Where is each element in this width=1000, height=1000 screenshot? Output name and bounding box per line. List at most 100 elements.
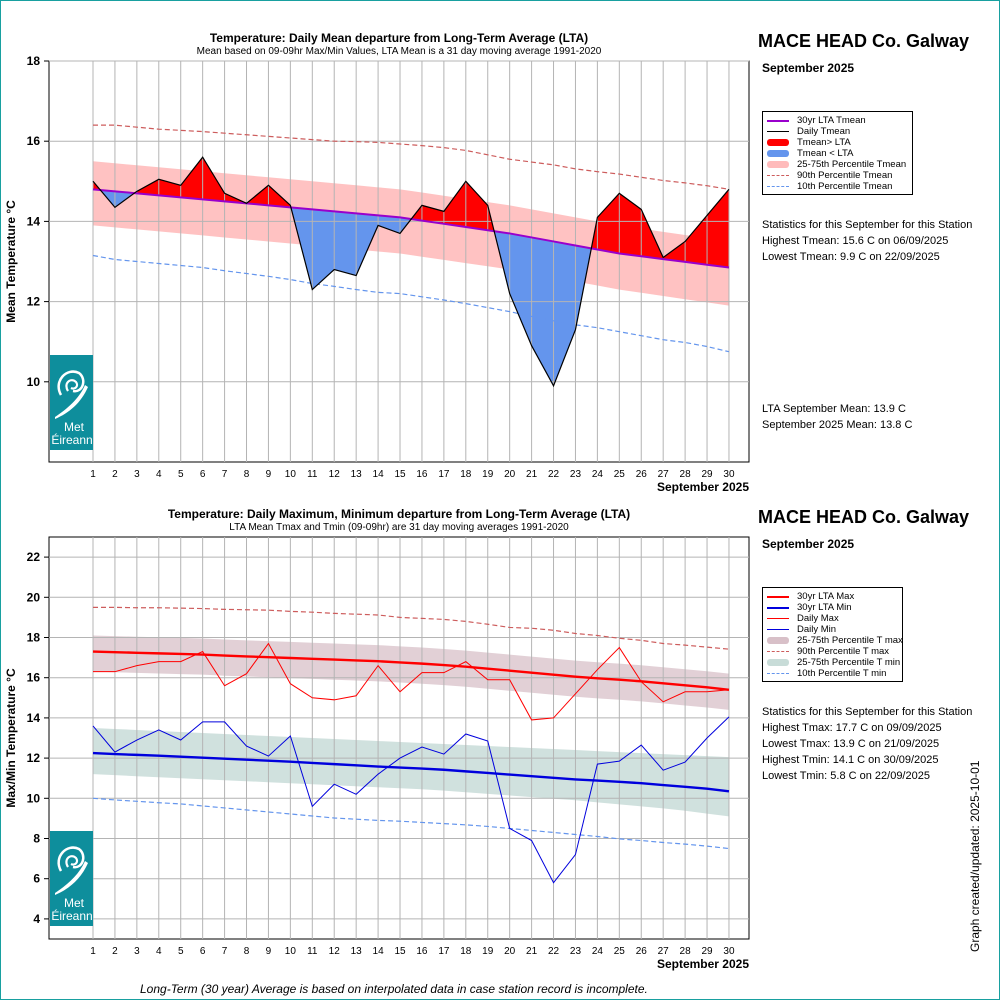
y-tick-label: 10 bbox=[27, 791, 41, 805]
legend-swatch-mark bbox=[767, 651, 789, 652]
bottom-legend-item: Daily Max bbox=[767, 613, 898, 624]
x-tick-label: 15 bbox=[394, 946, 406, 957]
legend-label: 30yr LTA Max bbox=[797, 591, 855, 602]
departure-above-lta bbox=[136, 179, 159, 196]
x-tick-label: 24 bbox=[592, 469, 604, 480]
x-tick-label: 17 bbox=[438, 469, 450, 480]
x-tick-label: 19 bbox=[482, 946, 494, 957]
x-tick-label: 4 bbox=[156, 469, 162, 480]
x-tick-label: 8 bbox=[244, 469, 250, 480]
bottom-stats-lowest-max: Lowest Tmax: 13.9 C on 21/09/2025 bbox=[762, 738, 940, 750]
updated-label: Graph created/updated: 2025-10-01 bbox=[968, 760, 982, 952]
legend-swatch bbox=[767, 657, 789, 668]
departure-above-lta bbox=[597, 193, 620, 254]
departure-below-lta bbox=[531, 237, 554, 386]
legend-swatch bbox=[767, 181, 789, 192]
x-tick-label: 3 bbox=[134, 469, 140, 480]
legend-swatch-mark bbox=[767, 139, 789, 146]
footnote: Long-Term (30 year) Average is based on … bbox=[140, 982, 648, 996]
x-tick-label: 21 bbox=[526, 946, 538, 957]
x-tick-label: 27 bbox=[658, 469, 670, 480]
x-tick-label: 14 bbox=[373, 469, 385, 480]
x-tick-label: 20 bbox=[504, 469, 516, 480]
top-legend-item: 30yr LTA Tmean bbox=[767, 115, 908, 126]
y-tick-label: 12 bbox=[27, 295, 41, 309]
departure-below-lta bbox=[509, 233, 532, 346]
x-tick-label: 6 bbox=[200, 469, 206, 480]
legend-swatch bbox=[767, 668, 789, 679]
x-tick-label: 23 bbox=[570, 946, 582, 957]
series-daily-max bbox=[93, 642, 730, 721]
bottom-chart: Temperature: Daily Maximum, Minimum depa… bbox=[4, 507, 750, 971]
legend-swatch-mark bbox=[767, 595, 789, 598]
legend-label: 30yr LTA Min bbox=[797, 602, 852, 613]
y-tick-label: 8 bbox=[33, 832, 40, 846]
x-tick-label: 26 bbox=[636, 946, 648, 957]
x-tick-label: 12 bbox=[329, 469, 341, 480]
chart-title: Temperature: Daily Maximum, Minimum depa… bbox=[168, 507, 630, 521]
x-tick-label: 16 bbox=[416, 469, 428, 480]
series-10th-percentile-tmin bbox=[92, 797, 730, 850]
departure-above-lta bbox=[180, 157, 203, 200]
logo-swirl-outer bbox=[57, 370, 85, 396]
x-tick-label: 28 bbox=[680, 946, 692, 957]
y-tick-label: 4 bbox=[33, 912, 40, 926]
band-25-75-tmax bbox=[93, 635, 729, 710]
legend-swatch bbox=[767, 624, 789, 635]
y-tick-label: 22 bbox=[27, 550, 41, 564]
y-axis-label: Max/Min Temperature °C bbox=[4, 668, 18, 808]
legend-swatch bbox=[767, 148, 789, 159]
y-tick-label: 18 bbox=[27, 631, 41, 645]
bottom-legend-item: 10th Percentile T min bbox=[767, 668, 898, 679]
legend-swatch-mark bbox=[767, 606, 789, 609]
bottom-month-label: September 2025 bbox=[762, 537, 855, 551]
x-tick-label: 23 bbox=[570, 469, 582, 480]
top-legend-item: Tmean < LTA bbox=[767, 148, 908, 159]
departure-below-lta bbox=[312, 209, 335, 290]
bottom-legend-item: 25-75th Percentile T min bbox=[767, 657, 900, 668]
bottom-stats-highest-min: Highest Tmin: 14.1 C on 30/09/2025 bbox=[762, 754, 939, 766]
legend-swatch bbox=[767, 159, 789, 170]
legend-swatch-mark bbox=[767, 618, 789, 619]
legend-label: 25-75th Percentile Tmean bbox=[797, 159, 907, 170]
legend-swatch bbox=[767, 646, 789, 657]
x-tick-label: 20 bbox=[504, 946, 516, 957]
y-tick-label: 12 bbox=[27, 751, 41, 765]
x-tick-label: 22 bbox=[548, 946, 560, 957]
x-tick-label: 7 bbox=[222, 946, 228, 957]
legend-swatch-mark bbox=[767, 161, 789, 168]
legend-swatch-mark bbox=[767, 186, 789, 187]
x-axis-label: September 2025 bbox=[657, 480, 749, 494]
bottom-legend-item: 25-75th Percentile T max bbox=[767, 635, 903, 646]
top-lta-mean: LTA September Mean: 13.9 C bbox=[762, 403, 906, 415]
legend-label: Tmean < LTA bbox=[797, 148, 854, 159]
x-tick-label: 18 bbox=[460, 946, 472, 957]
top-legend: 30yr LTA Tmean Daily Tmean Tmean> LTA Tmean… bbox=[762, 111, 913, 195]
x-tick-label: 17 bbox=[438, 946, 450, 957]
series-lta-min bbox=[92, 751, 730, 793]
chart-subtitle: LTA Mean Tmax and Tmin (09-09hr) are 31 … bbox=[229, 522, 569, 533]
logo-text-eireann: Éireann bbox=[51, 908, 92, 923]
x-tick-label: 9 bbox=[266, 469, 272, 480]
bottom-legend-item: Daily Min bbox=[767, 624, 898, 635]
legend-swatch-mark bbox=[767, 131, 789, 132]
legend-label: Daily Max bbox=[797, 613, 839, 624]
logo-text-met: Met bbox=[64, 420, 85, 434]
x-tick-label: 6 bbox=[200, 946, 206, 957]
x-tick-label: 15 bbox=[394, 469, 406, 480]
series-90th-percentile-tmean bbox=[93, 124, 730, 190]
departure-above-lta bbox=[663, 241, 686, 262]
departure-above-lta bbox=[443, 181, 466, 228]
departure-above-lta bbox=[158, 179, 181, 198]
departure-below-lta bbox=[553, 241, 576, 386]
x-tick-label: 10 bbox=[285, 946, 297, 957]
top-station-name: MACE HEAD Co. Galway bbox=[758, 31, 970, 51]
logo-text-met: Met bbox=[64, 896, 85, 910]
x-tick-label: 5 bbox=[178, 946, 184, 957]
top-stats-lowest: Lowest Tmean: 9.9 C on 22/09/2025 bbox=[762, 251, 940, 263]
x-tick-label: 13 bbox=[351, 469, 363, 480]
legend-label: 90th Percentile Tmean bbox=[797, 170, 893, 181]
departure-above-lta bbox=[202, 157, 225, 202]
